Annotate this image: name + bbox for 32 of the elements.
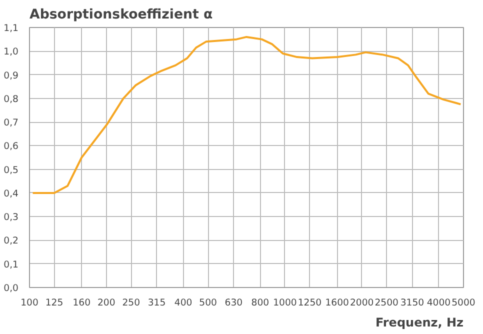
- x-tick-label: 125: [45, 298, 64, 308]
- y-tick-label: 0,1: [4, 259, 19, 270]
- x-tick-label: 315: [148, 298, 166, 308]
- x-tick-label: 250: [122, 298, 140, 308]
- x-axis-title: Frequenz, Hz: [375, 316, 464, 330]
- x-tick-label: 100: [20, 298, 38, 308]
- x-tick-label: 4000: [426, 298, 451, 308]
- x-tick-label: 400: [174, 298, 192, 308]
- y-tick-label: 1,0: [4, 46, 19, 58]
- y-tick-label: 1,1: [4, 23, 19, 34]
- y-tick-label: 0,4: [4, 188, 19, 200]
- y-tick-label: 0,2: [4, 236, 19, 247]
- y-tick-label: 0,7: [4, 118, 19, 129]
- y-tick-label: 0,9: [4, 70, 19, 82]
- chart-title: Absorptionskoeffizient α: [30, 8, 213, 22]
- x-tick-label: 3150: [400, 298, 424, 308]
- x-tick-label: 1600: [325, 298, 350, 308]
- y-tick-label: 0,0: [4, 283, 19, 294]
- y-tick-label: 0,3: [4, 212, 19, 224]
- x-tick-label: 630: [224, 298, 243, 308]
- x-tick-label: 800: [251, 298, 270, 308]
- x-tick-label: 1250: [298, 298, 322, 308]
- x-tick-label: 160: [72, 298, 91, 308]
- x-tick-label: 200: [97, 298, 116, 308]
- y-tick-label: 0,8: [4, 94, 19, 105]
- x-tick-label: 2000: [350, 298, 374, 308]
- x-tick-label: 2500: [374, 298, 399, 308]
- x-tick-label: 5000: [452, 298, 476, 308]
- x-tick-label: 500: [199, 298, 218, 308]
- x-tick-label: 1000: [273, 298, 297, 308]
- y-tick-label: 0,5: [4, 164, 19, 176]
- y-tick-label: 0,6: [4, 141, 19, 152]
